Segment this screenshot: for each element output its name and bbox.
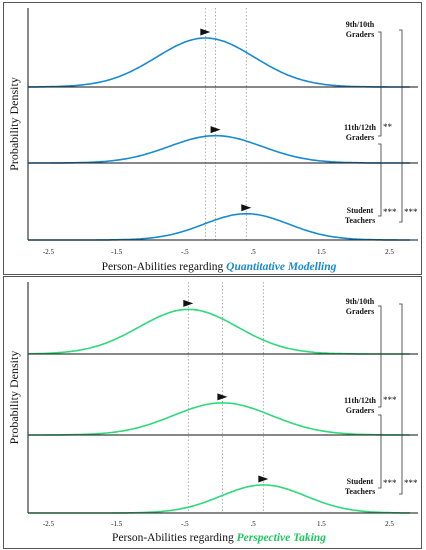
x-tick-label-3: -.5 bbox=[181, 520, 189, 528]
mean-marker-1 bbox=[183, 299, 194, 307]
significance-bracket-3 bbox=[399, 29, 403, 223]
mean-marker-1 bbox=[200, 28, 211, 36]
group-label-3-line-2: Teachers bbox=[345, 216, 375, 225]
x-tick-label-4: .5 bbox=[250, 248, 256, 256]
group-label-1-line-1: 9th/10th bbox=[346, 297, 375, 306]
panel-border bbox=[3, 276, 422, 549]
group-label-3-line-1: Student bbox=[347, 206, 374, 215]
group-label-1-line-2: Graders bbox=[346, 30, 374, 39]
density-curve-1 bbox=[27, 308, 410, 355]
y-axis-label: Probability Density bbox=[7, 77, 21, 171]
x-tick-label-2: -1.5 bbox=[111, 520, 123, 528]
significance-bracket-2 bbox=[378, 143, 382, 217]
significance-bracket-1 bbox=[378, 31, 382, 137]
group-label-1-line-2: Graders bbox=[346, 307, 374, 316]
x-axis-label-topic: Quantitative Modelling bbox=[226, 261, 336, 273]
x-tick-label-5: 1.5 bbox=[317, 248, 326, 256]
x-tick-label-1: -2.5 bbox=[43, 520, 55, 528]
significance-bracket-3 bbox=[399, 303, 403, 495]
significance-label-2: *** bbox=[383, 207, 397, 217]
x-axis-label-topic: Perspective Taking bbox=[237, 532, 327, 544]
group-label-3-line-1: Student bbox=[347, 477, 374, 486]
significance-label-1: *** bbox=[383, 395, 397, 405]
panel-border bbox=[3, 2, 422, 275]
x-axis-label: Person-Abilities regarding Perspective T… bbox=[112, 532, 326, 544]
group-label-2-line-2: Graders bbox=[346, 133, 374, 142]
x-axis-label-prefix: Person-Abilities regarding bbox=[112, 532, 237, 544]
x-tick-label-1: -2.5 bbox=[43, 248, 55, 256]
significance-label-3: *** bbox=[404, 478, 418, 488]
mean-marker-3 bbox=[258, 475, 269, 483]
density-curve-2 bbox=[28, 402, 410, 436]
significance-bracket-1 bbox=[378, 305, 382, 408]
group-label-2-line-2: Graders bbox=[346, 406, 374, 415]
group-label-2-line-1: 11th/12th bbox=[344, 396, 377, 405]
chart-panel-1: 9th/10thGraders11th/12thGradersStudentTe… bbox=[3, 2, 422, 275]
significance-label-2: *** bbox=[383, 478, 397, 488]
x-axis-label: Person-Abilities regarding Quantitative … bbox=[102, 261, 337, 273]
group-label-2-line-1: 11th/12th bbox=[344, 123, 377, 132]
x-tick-label-6: 2.5 bbox=[385, 248, 394, 256]
x-tick-label-4: .5 bbox=[250, 520, 256, 528]
x-tick-label-5: 1.5 bbox=[317, 520, 326, 528]
mean-marker-2 bbox=[217, 393, 228, 401]
x-tick-label-3: -.5 bbox=[181, 248, 189, 256]
density-curve-1 bbox=[28, 37, 410, 88]
significance-label-1: ** bbox=[383, 122, 393, 132]
y-axis-label: Probability Density bbox=[7, 351, 21, 445]
significance-label-3: *** bbox=[404, 207, 418, 217]
x-tick-label-2: -1.5 bbox=[111, 248, 123, 256]
x-tick-label-6: 2.5 bbox=[385, 520, 394, 528]
x-axis-label-prefix: Person-Abilities regarding bbox=[102, 261, 227, 273]
chart-panel-2: 9th/10thGraders11th/12thGradersStudentTe… bbox=[3, 276, 422, 549]
mean-marker-3 bbox=[241, 204, 252, 212]
group-label-1-line-1: 9th/10th bbox=[346, 20, 375, 29]
significance-bracket-2 bbox=[378, 414, 382, 489]
group-label-3-line-2: Teachers bbox=[345, 487, 375, 496]
mean-marker-2 bbox=[210, 126, 221, 134]
